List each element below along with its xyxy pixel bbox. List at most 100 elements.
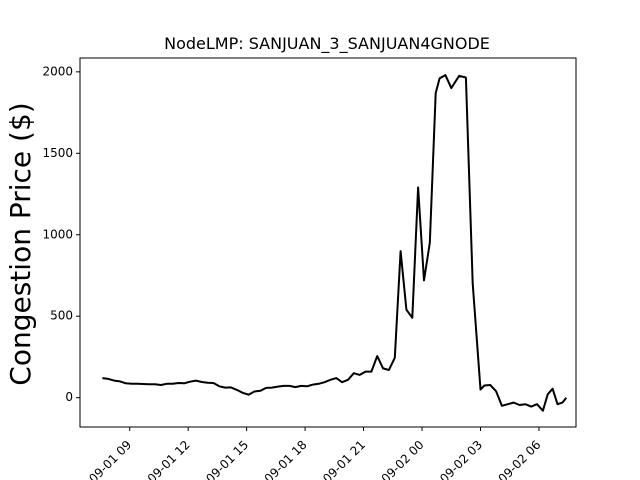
- data-point: [172, 383, 174, 385]
- data-point: [547, 393, 549, 395]
- data-point: [507, 403, 509, 405]
- x-axis: 09-01 09 09-01 12 09-01 15 09-01 18 09-01 21…: [86, 427, 544, 480]
- data-point: [224, 387, 226, 389]
- data-point: [335, 377, 337, 379]
- data-point: [137, 383, 139, 385]
- data-point: [189, 381, 191, 383]
- data-point: [429, 242, 431, 244]
- data-point: [213, 382, 215, 384]
- data-point: [519, 404, 521, 406]
- data-point: [154, 383, 156, 385]
- data-point: [439, 77, 441, 79]
- x-tick-label: 09-02 06: [496, 438, 544, 480]
- data-point: [248, 394, 250, 396]
- data-point: [277, 386, 279, 388]
- y-tick-label: 500: [50, 309, 73, 323]
- data-point: [160, 384, 162, 386]
- x-tick-label: 09-01 15: [203, 438, 251, 480]
- data-point: [450, 87, 452, 89]
- data-point: [465, 77, 467, 79]
- data-point: [289, 385, 291, 387]
- data-point: [530, 406, 532, 408]
- x-tick-label: 09-01 09: [86, 438, 134, 480]
- y-tick-label: 1500: [42, 146, 73, 160]
- x-tick-label: 09-02 03: [437, 438, 485, 480]
- data-point: [107, 378, 109, 380]
- data-point: [435, 92, 437, 94]
- data-point: [177, 382, 179, 384]
- y-axis: 0 500 1000 1500 2000: [42, 64, 80, 404]
- data-point: [306, 385, 308, 387]
- data-point: [524, 403, 526, 405]
- data-point: [101, 377, 103, 379]
- data-point: [242, 392, 244, 394]
- data-point: [370, 371, 372, 373]
- data-point: [201, 381, 203, 383]
- data-point: [382, 367, 384, 369]
- data-point: [265, 387, 267, 389]
- y-tick-label: 0: [65, 390, 73, 404]
- y-tick-label: 2000: [42, 64, 73, 78]
- x-tick-label: 09-01 12: [145, 438, 193, 480]
- data-point: [495, 390, 497, 392]
- axes-frame: [79, 57, 577, 428]
- data-point: [183, 382, 185, 384]
- plot-area: [101, 74, 568, 412]
- data-point: [489, 384, 491, 386]
- data-point: [283, 385, 285, 387]
- data-point: [365, 371, 367, 373]
- data-point: [561, 402, 563, 404]
- data-point: [119, 380, 121, 382]
- data-point: [417, 187, 419, 189]
- x-tick-label: 09-01 18: [262, 438, 310, 480]
- data-point: [347, 379, 349, 381]
- data-point: [376, 355, 378, 357]
- data-point: [230, 386, 232, 388]
- data-point: [480, 389, 482, 391]
- data-point: [472, 283, 474, 285]
- chart-title: NodeLMP: SANJUAN_3_SANJUAN4GNODE: [164, 34, 490, 54]
- data-point: [483, 385, 485, 387]
- data-point: [394, 357, 396, 359]
- y-axis-label: Congestion Price ($): [4, 102, 37, 385]
- data-point: [501, 405, 503, 407]
- data-point: [405, 309, 407, 311]
- data-point: [542, 410, 544, 412]
- x-tick-label: 09-01 21: [320, 438, 368, 480]
- data-point: [207, 382, 209, 384]
- data-point: [131, 383, 133, 385]
- data-point: [195, 380, 197, 382]
- data-point: [565, 397, 567, 399]
- data-point: [359, 374, 361, 376]
- data-point: [218, 385, 220, 387]
- data-point: [388, 369, 390, 371]
- data-point: [536, 403, 538, 405]
- data-point: [513, 402, 515, 404]
- data-point: [253, 391, 255, 393]
- series-line: [102, 74, 568, 412]
- data-point: [236, 389, 238, 391]
- data-point: [300, 385, 302, 387]
- data-point: [458, 75, 460, 77]
- data-point: [423, 279, 425, 281]
- data-point: [411, 317, 413, 319]
- data-point: [271, 387, 273, 389]
- data-point: [353, 372, 355, 374]
- data-point: [341, 381, 343, 383]
- data-point: [142, 383, 144, 385]
- data-point: [125, 382, 127, 384]
- data-point: [318, 383, 320, 385]
- x-tick-label: 09-02 00: [379, 438, 427, 480]
- data-point: [148, 383, 150, 385]
- data-point: [400, 250, 402, 252]
- data-point: [552, 388, 554, 390]
- data-point: [444, 74, 446, 76]
- data-point: [312, 384, 314, 386]
- data-point: [113, 380, 115, 382]
- data-point: [166, 383, 168, 385]
- y-tick-label: 1000: [42, 227, 73, 241]
- data-point: [259, 390, 261, 392]
- data-point: [294, 386, 296, 388]
- data-point: [329, 379, 331, 381]
